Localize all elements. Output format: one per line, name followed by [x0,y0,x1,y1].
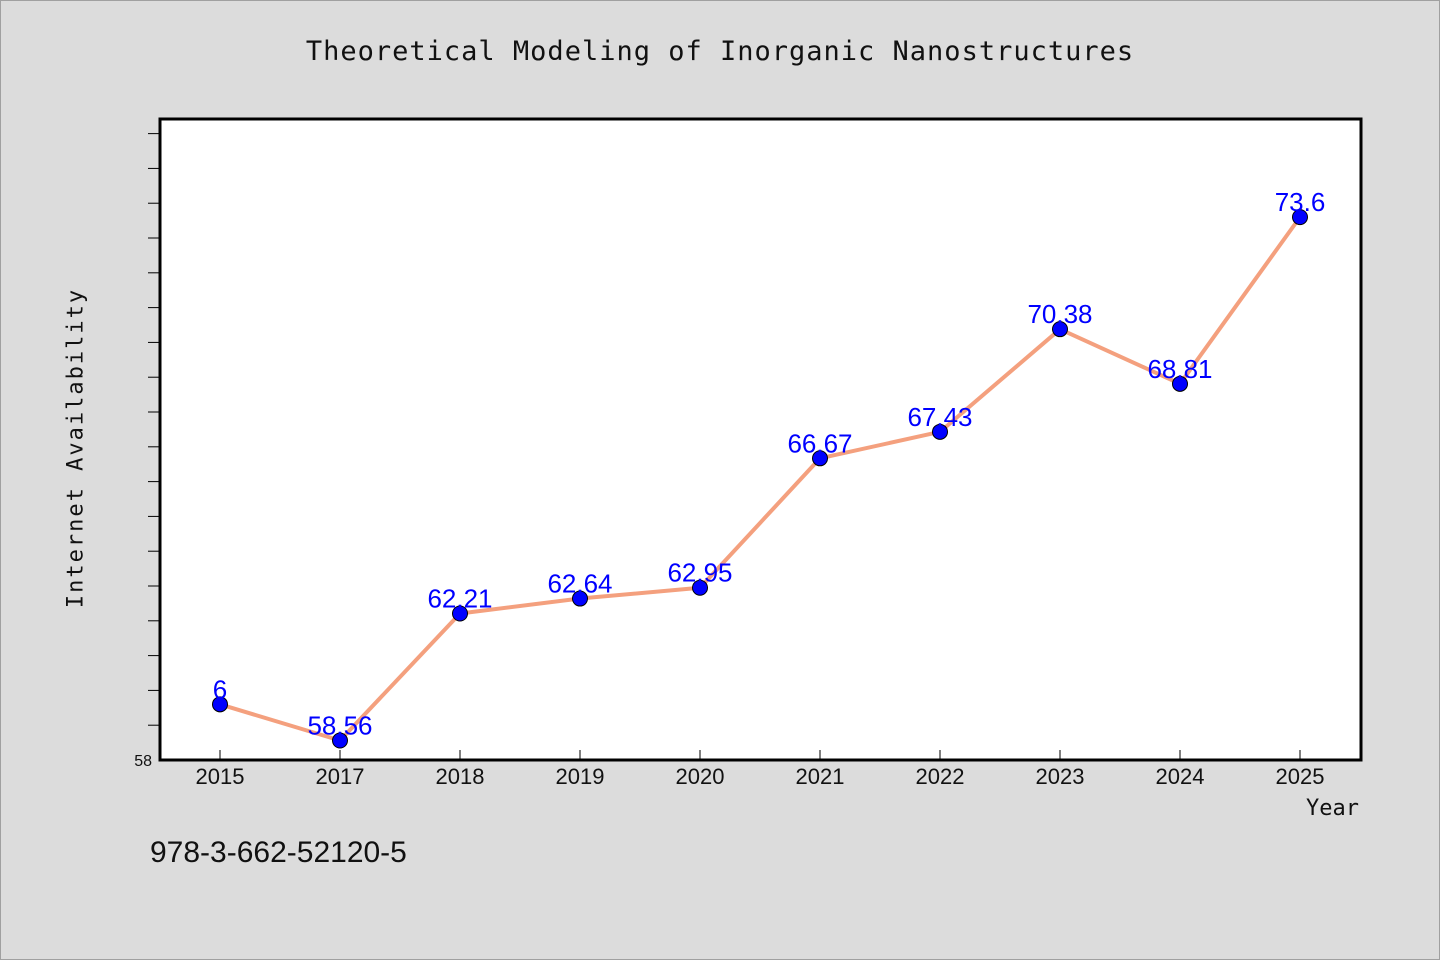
data-label: 62.21 [427,583,492,613]
x-tick-label: 2017 [316,764,365,789]
data-label: 62.95 [667,558,732,588]
x-tick-label: 2023 [1036,764,1085,789]
series-line [219,215,1302,743]
footer-code: 978-3-662-52120-5 [150,836,407,869]
data-point [812,450,828,467]
x-tick-label: 2020 [676,764,725,789]
data-label: 70.38 [1027,299,1092,329]
data-label: 6 [213,674,227,704]
data-point [572,590,588,607]
data-labels: 6 58.56 62.21 62.64 62.95 66.67 67.43 70.38 68.8… [213,187,1326,740]
data-label: 58.56 [307,711,372,741]
plot-area [158,117,1363,762]
data-label: 66.67 [787,428,852,458]
data-point [452,605,468,622]
data-point [332,732,348,749]
data-point [932,423,948,440]
x-tick-label: 2018 [436,764,485,789]
data-point [1292,209,1308,226]
x-tick-label: 2024 [1156,764,1205,789]
data-markers [212,209,1308,749]
data-label: 73.6 [1275,187,1326,217]
x-tick-label: 2019 [556,764,605,789]
data-point [212,696,228,713]
y-axis-ticks: 58 [134,133,160,770]
x-axis-label: Year [1306,796,1359,821]
x-axis-ticks: 2015 2017 2018 2019 2020 2021 2022 2023 2024 2025 [196,750,1325,789]
x-tick-label: 2025 [1276,764,1325,789]
chart-title: Theoretical Modeling of Inorganic Nanost… [305,36,1135,67]
data-label: 67.43 [907,402,972,432]
data-point [1052,321,1068,338]
data-point [1172,375,1188,392]
y-tick-label: 58 [134,753,152,770]
data-label: 62.64 [547,569,612,599]
data-point [692,579,708,596]
data-label: 68.81 [1147,354,1212,384]
x-tick-label: 2015 [196,764,245,789]
x-tick-label: 2022 [916,764,965,789]
x-tick-label: 2021 [796,764,845,789]
